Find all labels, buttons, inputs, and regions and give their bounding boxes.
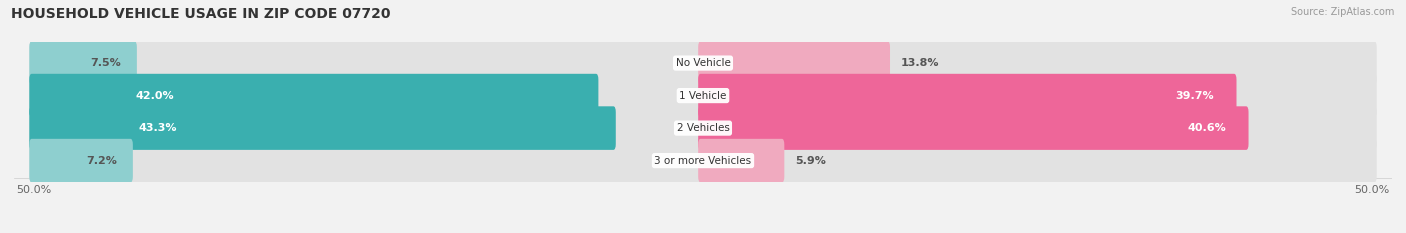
FancyBboxPatch shape	[30, 106, 1376, 150]
Text: HOUSEHOLD VEHICLE USAGE IN ZIP CODE 07720: HOUSEHOLD VEHICLE USAGE IN ZIP CODE 0772…	[11, 7, 391, 21]
FancyBboxPatch shape	[30, 74, 1376, 117]
Legend: Owner-occupied, Renter-occupied: Owner-occupied, Renter-occupied	[582, 230, 824, 233]
Text: 40.6%: 40.6%	[1187, 123, 1226, 133]
Text: 43.3%: 43.3%	[138, 123, 177, 133]
FancyBboxPatch shape	[30, 139, 1376, 182]
FancyBboxPatch shape	[30, 139, 132, 182]
Text: 5.9%: 5.9%	[796, 156, 827, 166]
Text: 7.2%: 7.2%	[86, 156, 117, 166]
Text: 39.7%: 39.7%	[1175, 91, 1213, 101]
FancyBboxPatch shape	[699, 139, 785, 182]
FancyBboxPatch shape	[30, 74, 599, 117]
Text: Source: ZipAtlas.com: Source: ZipAtlas.com	[1291, 7, 1395, 17]
FancyBboxPatch shape	[699, 41, 890, 85]
FancyBboxPatch shape	[30, 106, 616, 150]
Text: 2 Vehicles: 2 Vehicles	[676, 123, 730, 133]
Text: No Vehicle: No Vehicle	[675, 58, 731, 68]
FancyBboxPatch shape	[30, 41, 1376, 85]
Text: 42.0%: 42.0%	[135, 91, 174, 101]
Text: 1 Vehicle: 1 Vehicle	[679, 91, 727, 101]
Text: 3 or more Vehicles: 3 or more Vehicles	[654, 156, 752, 166]
Text: 13.8%: 13.8%	[901, 58, 939, 68]
Text: 7.5%: 7.5%	[90, 58, 121, 68]
FancyBboxPatch shape	[30, 41, 136, 85]
FancyBboxPatch shape	[699, 106, 1249, 150]
FancyBboxPatch shape	[699, 74, 1236, 117]
